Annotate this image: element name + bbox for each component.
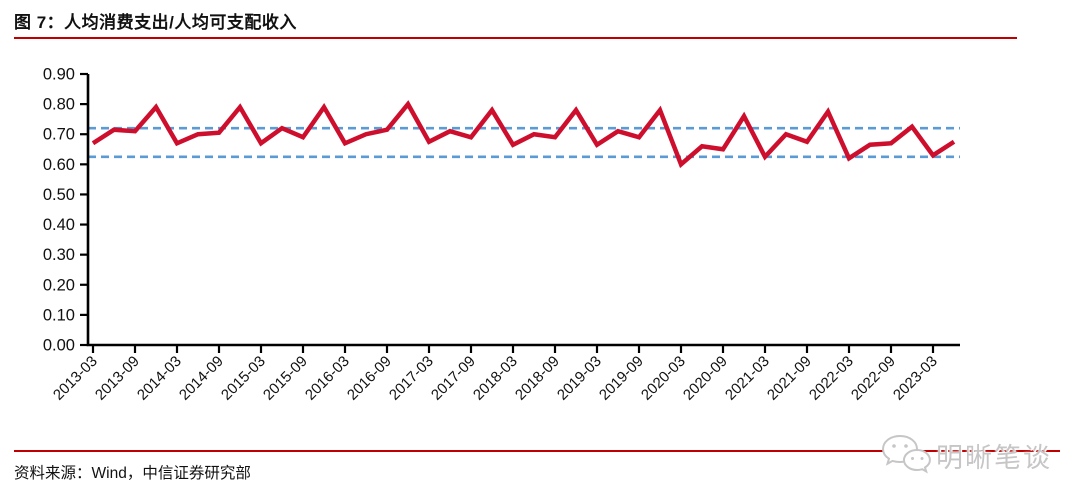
svg-text:2015-09: 2015-09 xyxy=(260,353,311,404)
svg-text:2017-09: 2017-09 xyxy=(428,353,479,404)
svg-text:0.10: 0.10 xyxy=(43,306,75,324)
svg-text:2014-09: 2014-09 xyxy=(176,353,227,404)
svg-text:2016-03: 2016-03 xyxy=(302,353,353,404)
svg-text:2022-09: 2022-09 xyxy=(848,353,899,404)
svg-text:0.00: 0.00 xyxy=(43,337,75,355)
svg-text:0.40: 0.40 xyxy=(43,216,75,234)
svg-text:0.70: 0.70 xyxy=(43,126,75,144)
svg-text:2023-03: 2023-03 xyxy=(890,353,941,404)
watermark-text: 明晰笔谈 xyxy=(936,442,1052,473)
source-note: 资料来源：Wind，中信证券研究部 xyxy=(14,465,251,482)
svg-text:2021-03: 2021-03 xyxy=(722,353,773,404)
footer-rule-line xyxy=(14,450,1060,452)
svg-text:2015-03: 2015-03 xyxy=(218,353,269,404)
svg-text:2013-09: 2013-09 xyxy=(92,353,143,404)
svg-text:2014-03: 2014-03 xyxy=(134,353,185,404)
title-rule-line xyxy=(14,37,1017,39)
svg-text:2018-09: 2018-09 xyxy=(512,353,563,404)
figure-title: 图 7：人均消费支出/人均可支配收入 xyxy=(14,13,297,32)
svg-text:2019-03: 2019-03 xyxy=(554,353,605,404)
svg-text:0.50: 0.50 xyxy=(43,186,75,204)
svg-text:2018-03: 2018-03 xyxy=(470,353,521,404)
svg-text:2019-09: 2019-09 xyxy=(596,353,647,404)
svg-text:0.20: 0.20 xyxy=(43,276,75,294)
svg-text:2013-03: 2013-03 xyxy=(50,353,101,404)
svg-text:0.90: 0.90 xyxy=(43,66,75,84)
svg-text:2022-03: 2022-03 xyxy=(806,353,857,404)
svg-text:2017-03: 2017-03 xyxy=(386,353,437,404)
svg-text:0.80: 0.80 xyxy=(43,96,75,114)
svg-text:2016-09: 2016-09 xyxy=(344,353,395,404)
svg-text:2020-03: 2020-03 xyxy=(638,353,689,404)
svg-text:2020-09: 2020-09 xyxy=(680,353,731,404)
svg-text:2021-09: 2021-09 xyxy=(764,353,815,404)
wechat-icon xyxy=(881,434,931,474)
svg-text:0.60: 0.60 xyxy=(43,156,75,174)
watermark: 明晰笔谈 xyxy=(880,433,1052,477)
svg-text:0.30: 0.30 xyxy=(43,246,75,264)
